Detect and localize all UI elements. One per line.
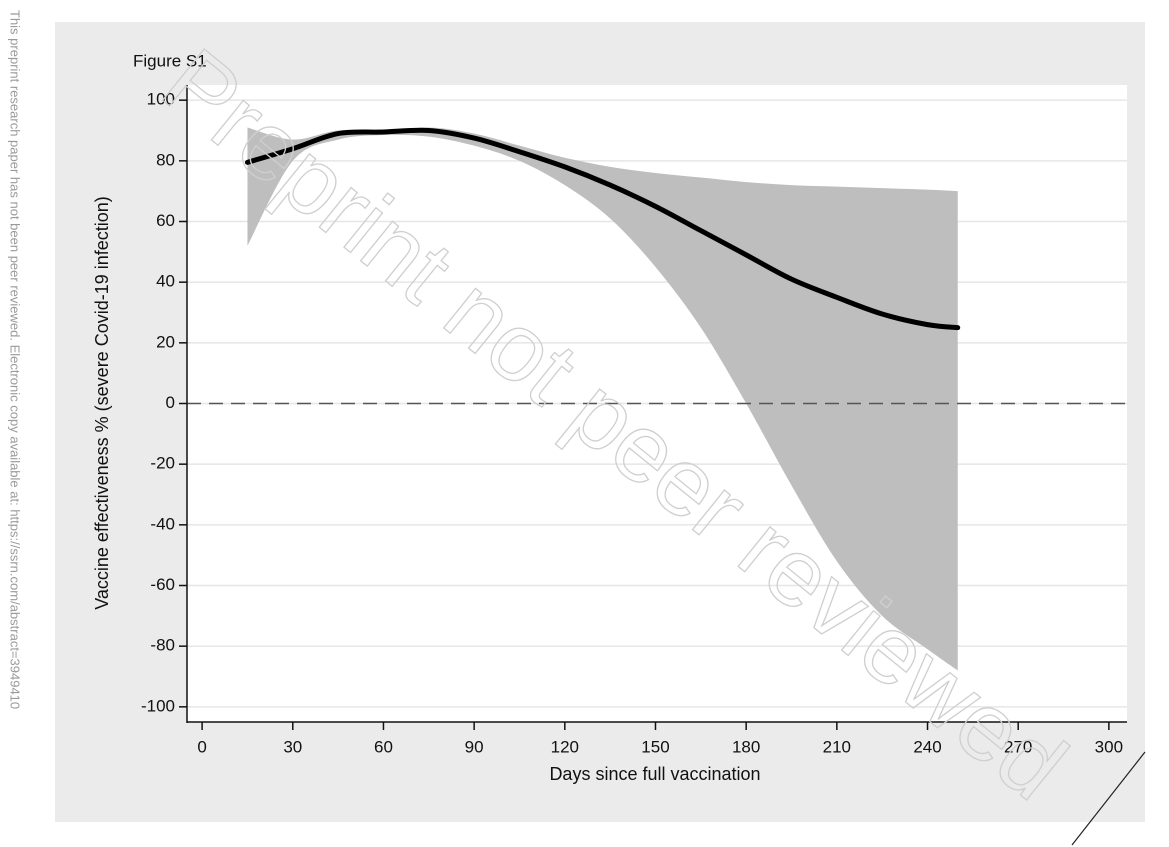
- y-tick-label: 0: [166, 393, 175, 412]
- y-tick-label: 60: [156, 211, 175, 230]
- y-tick-label: -40: [150, 514, 175, 533]
- x-tick-label: 150: [641, 737, 669, 756]
- y-tick-label: -80: [150, 636, 175, 655]
- x-tick-label: 180: [732, 737, 760, 756]
- y-tick-label: -60: [150, 575, 175, 594]
- x-tick-label: 240: [913, 737, 941, 756]
- y-tick-label: -100: [141, 696, 175, 715]
- y-tick-label: 100: [147, 90, 175, 109]
- x-tick-label: 120: [551, 737, 579, 756]
- y-axis-title: Vaccine effectiveness % (severe Covid-19…: [92, 196, 112, 610]
- x-tick-label: 30: [283, 737, 302, 756]
- x-tick-label: 270: [1004, 737, 1032, 756]
- x-axis-title: Days since full vaccination: [549, 764, 760, 784]
- y-tick-label: 40: [156, 272, 175, 291]
- x-tick-label: 210: [823, 737, 851, 756]
- x-tick-label: 90: [465, 737, 484, 756]
- estimate-line: [244, 127, 961, 331]
- x-tick-label: 300: [1095, 737, 1123, 756]
- corner-line: [1071, 751, 1146, 846]
- x-tick-label: 60: [374, 737, 393, 756]
- y-tick-label: 20: [156, 332, 175, 351]
- side-note: This preprint research paper has not bee…: [8, 10, 23, 709]
- y-tick-label: -20: [150, 454, 175, 473]
- chart-title: Figure S1: [133, 51, 207, 70]
- confidence-band: [247, 127, 958, 671]
- y-tick-label: 80: [156, 150, 175, 169]
- x-tick-label: 0: [197, 737, 206, 756]
